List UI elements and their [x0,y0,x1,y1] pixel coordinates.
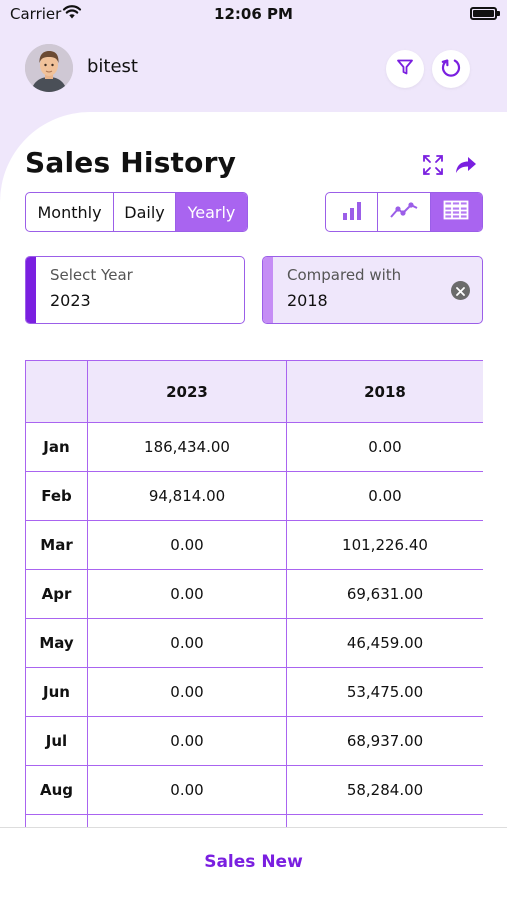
username: bitest [87,56,138,77]
select-year-value: 2023 [50,291,91,310]
clear-icon [456,281,465,300]
table-cell-month: Aug [25,765,88,815]
status-bar: Carrier 12:06 PM [0,0,507,30]
carrier-label: Carrier [10,5,62,23]
sales-new-button[interactable]: Sales New [204,852,303,872]
refresh-button[interactable] [432,50,470,88]
table-cell-compare-value: 0.00 [286,422,483,472]
table-cell-compare-value: 46,459.00 [286,618,483,668]
table-cell-compare-value: 68,937.00 [286,716,483,766]
table-cell-month: Jun [25,667,88,717]
table-row: Mar 0.00 101,226.40 [25,520,483,570]
table-row: Jan 186,434.00 0.00 [25,422,483,472]
table-cell-month: May [25,618,88,668]
table-header-compare-year: 2018 [286,360,483,423]
compared-with-accent [263,257,273,323]
table-cell-compare-value [286,814,483,827]
table-cell-year-value: 94,814.00 [87,471,287,521]
sales-table: 2023 2018 Jan 186,434.00 0.00 Feb 94,814.00 0… [25,360,483,827]
table-cell-month: Mar [25,520,88,570]
chart-type-control [325,192,483,232]
table-cell-compare-value: 69,631.00 [286,569,483,619]
line-chart-icon [389,200,419,224]
tab-daily[interactable]: Daily [114,193,176,231]
clear-comparison-button[interactable] [451,281,470,300]
expand-icon[interactable] [422,154,444,180]
table-header-row: 2023 2018 [25,360,483,423]
page-title: Sales History [25,146,237,179]
table-cell-year-value: 0.00 [87,520,287,570]
table-row: Aug 0.00 58,284.00 [25,765,483,815]
wifi-icon [62,4,82,24]
compared-with-label: Compared with [287,266,402,284]
table-row: Jun 0.00 53,475.00 [25,667,483,717]
table-row: Feb 94,814.00 0.00 [25,471,483,521]
status-time: 12:06 PM [214,5,293,23]
table-cell-year-value: 0.00 [87,569,287,619]
table-row: May 0.00 46,459.00 [25,618,483,668]
bottom-bar: Sales New [0,827,507,900]
table-cell-month: Apr [25,569,88,619]
table-header-corner [25,360,88,423]
table-row: Apr 0.00 69,631.00 [25,569,483,619]
table-cell-year-value: 0.00 [87,716,287,766]
table-row [25,814,483,827]
battery-icon [470,7,500,20]
compared-with-value: 2018 [287,291,328,310]
table-header-year: 2023 [87,360,287,423]
select-year-field[interactable]: Select Year 2023 [25,256,245,324]
table-cell-compare-value: 101,226.40 [286,520,483,570]
table-cell-year-value: 186,434.00 [87,422,287,472]
tab-yearly[interactable]: Yearly [176,193,247,231]
table-cell-compare-value: 58,284.00 [286,765,483,815]
table-cell-month: Jan [25,422,88,472]
table-cell-year-value: 0.00 [87,667,287,717]
table-cell-year-value: 0.00 [87,765,287,815]
refresh-icon [440,56,462,82]
app-header: bitest [0,40,507,100]
table-cell-year-value [87,814,287,827]
table-icon [443,200,469,224]
period-segmented-control: Monthly Daily Yearly [25,192,248,232]
table-row: Jul 0.00 68,937.00 [25,716,483,766]
line-chart-button[interactable] [378,193,431,231]
table-cell-month: Jul [25,716,88,766]
share-icon[interactable] [454,154,478,180]
bar-chart-icon [341,199,363,225]
select-year-accent [26,257,36,323]
table-cell-year-value: 0.00 [87,618,287,668]
sales-table-container[interactable]: 2023 2018 Jan 186,434.00 0.00 Feb 94,814.00 0… [25,360,483,827]
filter-button[interactable] [386,50,424,88]
tab-monthly[interactable]: Monthly [26,193,114,231]
avatar[interactable] [25,44,73,92]
table-cell-compare-value: 53,475.00 [286,667,483,717]
compared-with-field[interactable]: Compared with 2018 [262,256,483,324]
table-cell-month: Feb [25,471,88,521]
bar-chart-button[interactable] [326,193,379,231]
table-view-button[interactable] [430,193,482,231]
filter-icon [396,58,414,80]
table-cell-month [25,814,88,827]
table-cell-compare-value: 0.00 [286,471,483,521]
select-year-label: Select Year [50,266,133,284]
